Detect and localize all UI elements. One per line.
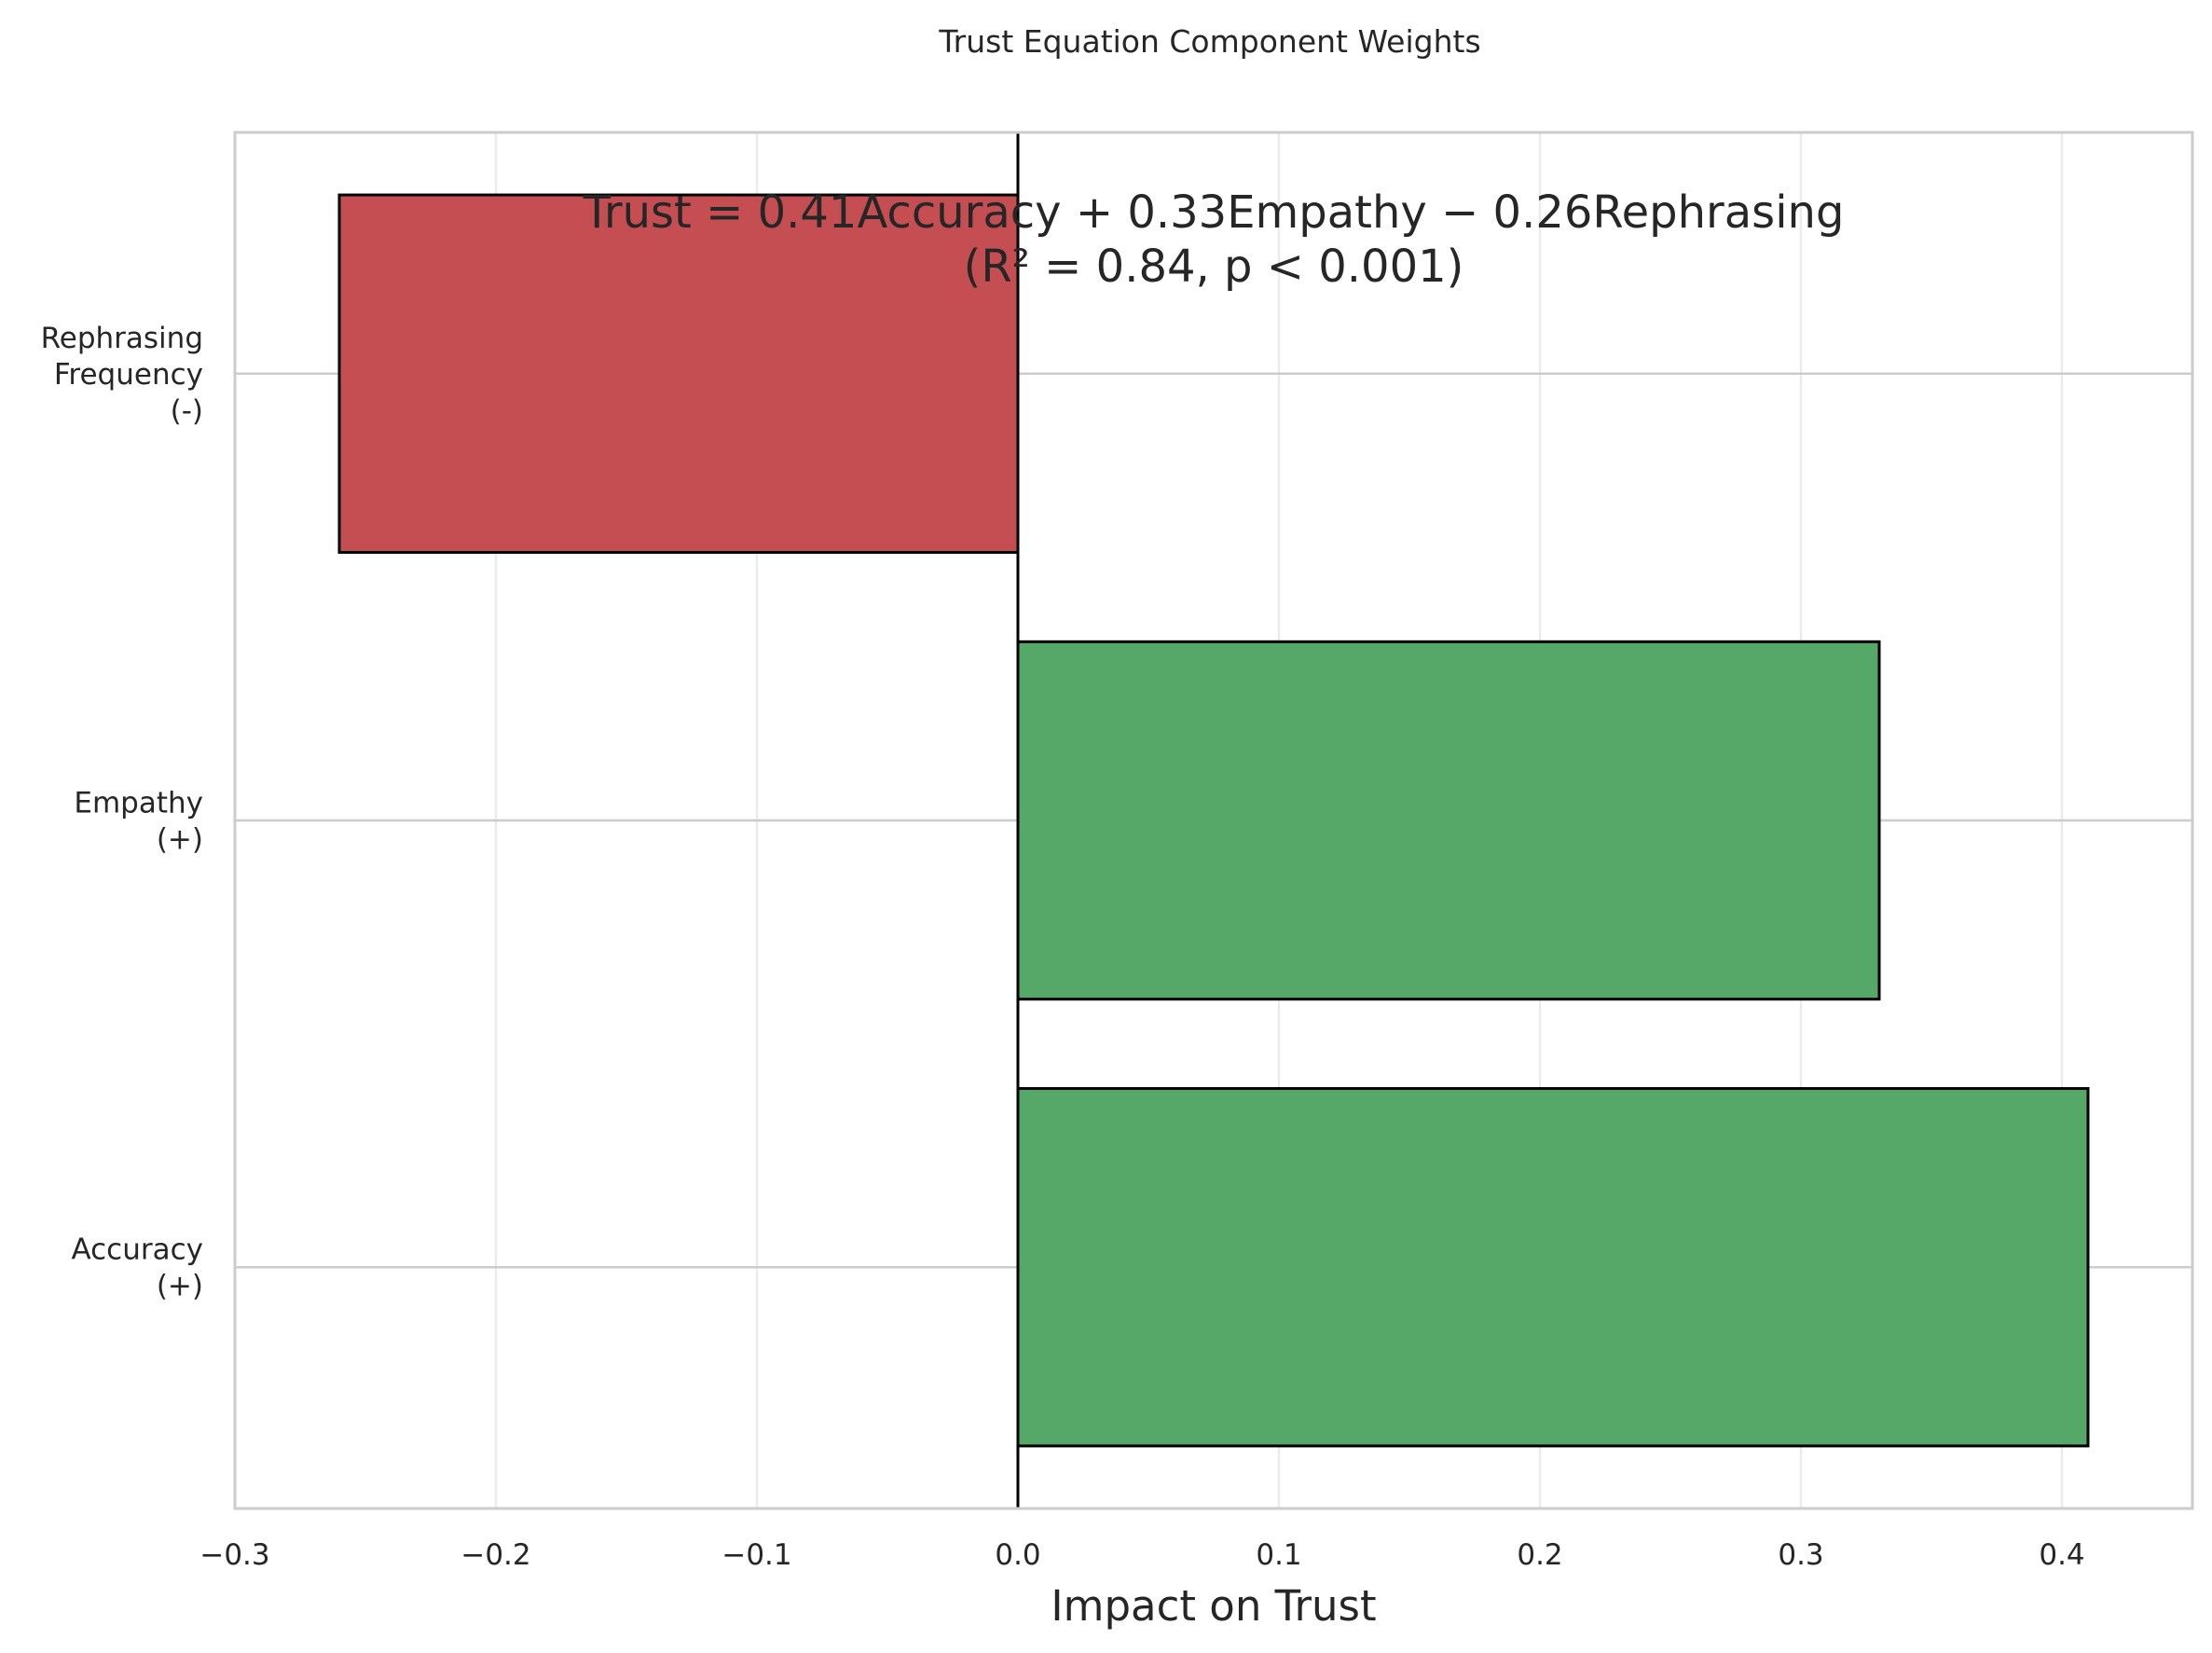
y-tick-label: Empathy (+) (74, 787, 203, 857)
x-axis-label: Impact on Trust (1051, 1581, 1376, 1631)
bar (337, 193, 1020, 554)
y-tick-label: Accuracy (+) (71, 1233, 203, 1303)
bar (1016, 640, 1881, 1001)
bar (1016, 1087, 2090, 1448)
x-tick-label: 0.0 (995, 1538, 1040, 1572)
equation-annotation: Trust = 0.41Accuracy + 0.33Empathy − 0.2… (583, 186, 1845, 239)
x-tick-label: 0.1 (1256, 1538, 1301, 1572)
x-tick-label: 0.2 (1517, 1538, 1562, 1572)
x-tick-label: 0.3 (1778, 1538, 1823, 1572)
fit-statistics-annotation: (R² = 0.84, p < 0.001) (964, 241, 1464, 293)
x-tick-labels: −0.3 −0.2 −0.1 0.0 0.1 0.2 0.3 0.4 (199, 1538, 2084, 1572)
y-tick-labels: Accuracy (+) Empathy (+) Rephrasing Frequency… (41, 322, 203, 1303)
x-tick-label: 0.4 (2039, 1538, 2084, 1572)
x-tick-label: −0.2 (460, 1538, 530, 1572)
plot-frame (233, 131, 2194, 1510)
chart-title: Trust Equation Component Weights (938, 23, 1480, 60)
x-tick-label: −0.1 (721, 1538, 791, 1572)
y-tick-label: Rephrasing Frequency (-) (41, 322, 203, 428)
bars (337, 193, 2090, 1448)
x-tick-label: −0.3 (199, 1538, 269, 1572)
